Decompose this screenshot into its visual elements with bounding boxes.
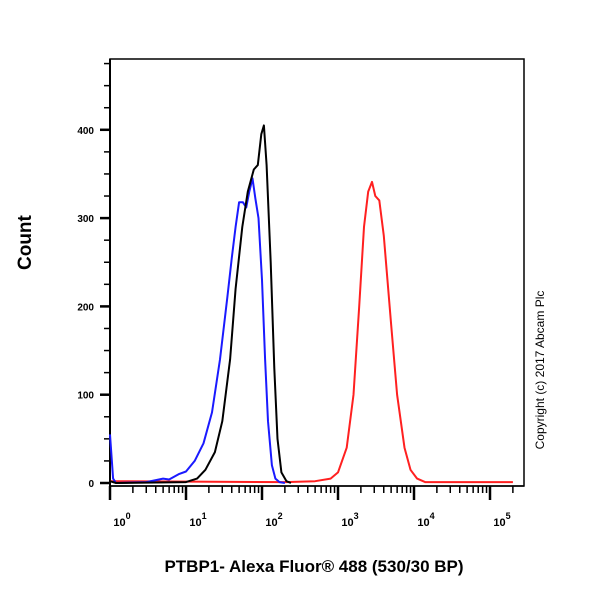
- y-tick-label: 100: [77, 391, 94, 402]
- y-axis-label: Count: [15, 215, 36, 270]
- x-axis: 100 101 102 103 104 105: [108, 485, 524, 529]
- plot-frame: [109, 58, 525, 487]
- x-tick-label: 101: [189, 511, 206, 529]
- x-tick-label: 103: [341, 511, 358, 529]
- x-tick-label: 102: [265, 511, 282, 529]
- series-black-line: [109, 124, 292, 484]
- series-blue-line: [109, 177, 286, 484]
- x-tick-label: 100: [113, 511, 130, 529]
- x-tick-label: 105: [493, 511, 510, 529]
- y-tick-label: 0: [88, 479, 94, 490]
- x-axis-label: PTBP1- Alexa Fluor® 488 (530/30 BP): [164, 557, 464, 576]
- y-tick-label: 400: [77, 126, 94, 137]
- series-red-line: [109, 180, 513, 484]
- y-tick-label: 300: [77, 214, 94, 225]
- y-axis: 0 100 200 300 400: [77, 59, 111, 493]
- x-tick-label: 104: [417, 511, 434, 529]
- y-tick-label: 200: [77, 302, 94, 313]
- series-group: [109, 124, 513, 484]
- copyright-annotation: Copyright (c) 2017 Abcam Plc: [533, 290, 547, 450]
